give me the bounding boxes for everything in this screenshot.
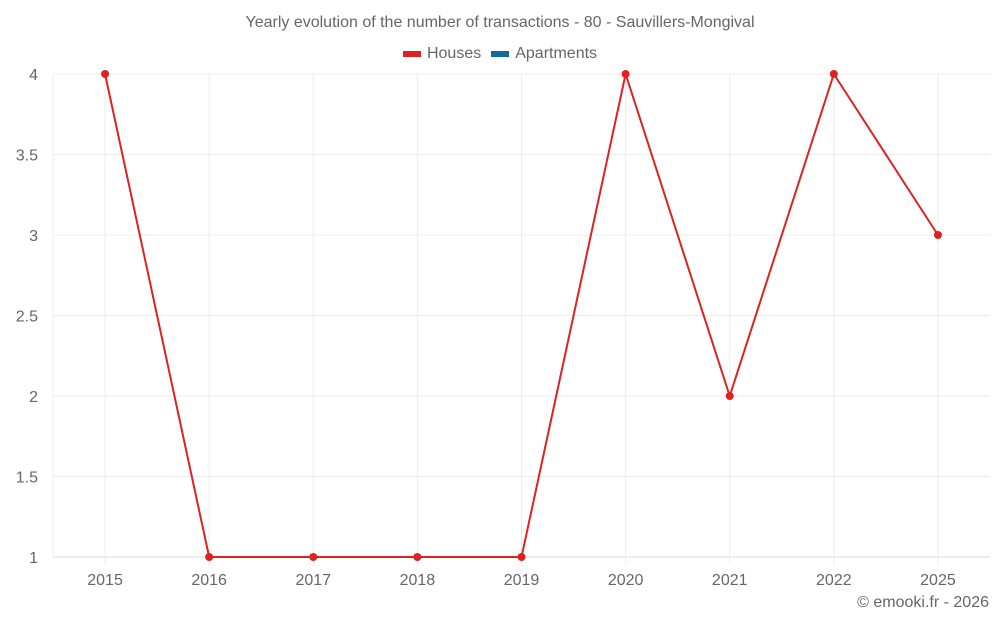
y-tick-label: 2.5: [16, 309, 38, 326]
data-point[interactable]: [621, 70, 630, 78]
data-point[interactable]: [101, 70, 110, 78]
x-tick-label: 2022: [816, 572, 852, 589]
data-point[interactable]: [829, 70, 838, 78]
legend-label-apartments: Apartments: [515, 45, 598, 62]
x-tick-label: 2017: [295, 572, 331, 589]
x-tick-label: 2020: [608, 572, 644, 589]
series-houses: [101, 70, 942, 561]
x-axis: 2015 2016 2017 2018 2019 2020 2021 2022 2025: [87, 572, 956, 589]
data-point[interactable]: [309, 553, 318, 561]
data-point[interactable]: [413, 553, 422, 561]
data-point[interactable]: [933, 231, 942, 239]
legend-swatch-houses: [402, 51, 421, 57]
data-point[interactable]: [517, 553, 526, 561]
x-tick-label: 2016: [191, 572, 227, 589]
legend-item-houses[interactable]: Houses: [402, 45, 482, 63]
copyright-footer: © emooki.fr - 2026: [857, 594, 989, 611]
data-point[interactable]: [725, 392, 734, 400]
data-point[interactable]: [205, 553, 214, 561]
y-axis: 1 1.5 2 2.5 3 3.5 4: [16, 67, 38, 567]
y-tick-label: 2: [29, 389, 38, 406]
y-tick-label: 1: [29, 550, 38, 567]
legend-item-apartments[interactable]: Apartments: [491, 45, 597, 63]
y-tick-label: 4: [29, 67, 38, 84]
x-tick-label: 2015: [87, 572, 123, 589]
legend-swatch-apartments: [491, 51, 510, 57]
x-tick-label: 2021: [712, 572, 748, 589]
x-tick-label: 2018: [400, 572, 436, 589]
chart-legend: Houses Apartments: [0, 45, 1000, 63]
y-tick-label: 1.5: [16, 470, 38, 487]
x-tick-label: 2019: [504, 572, 540, 589]
legend-label-houses: Houses: [426, 45, 482, 62]
grid-lines: [52, 73, 990, 565]
y-tick-label: 3: [29, 228, 38, 245]
y-tick-label: 3.5: [16, 148, 38, 165]
chart-title: Yearly evolution of the number of transa…: [245, 14, 755, 31]
x-tick-label: 2025: [920, 572, 956, 589]
